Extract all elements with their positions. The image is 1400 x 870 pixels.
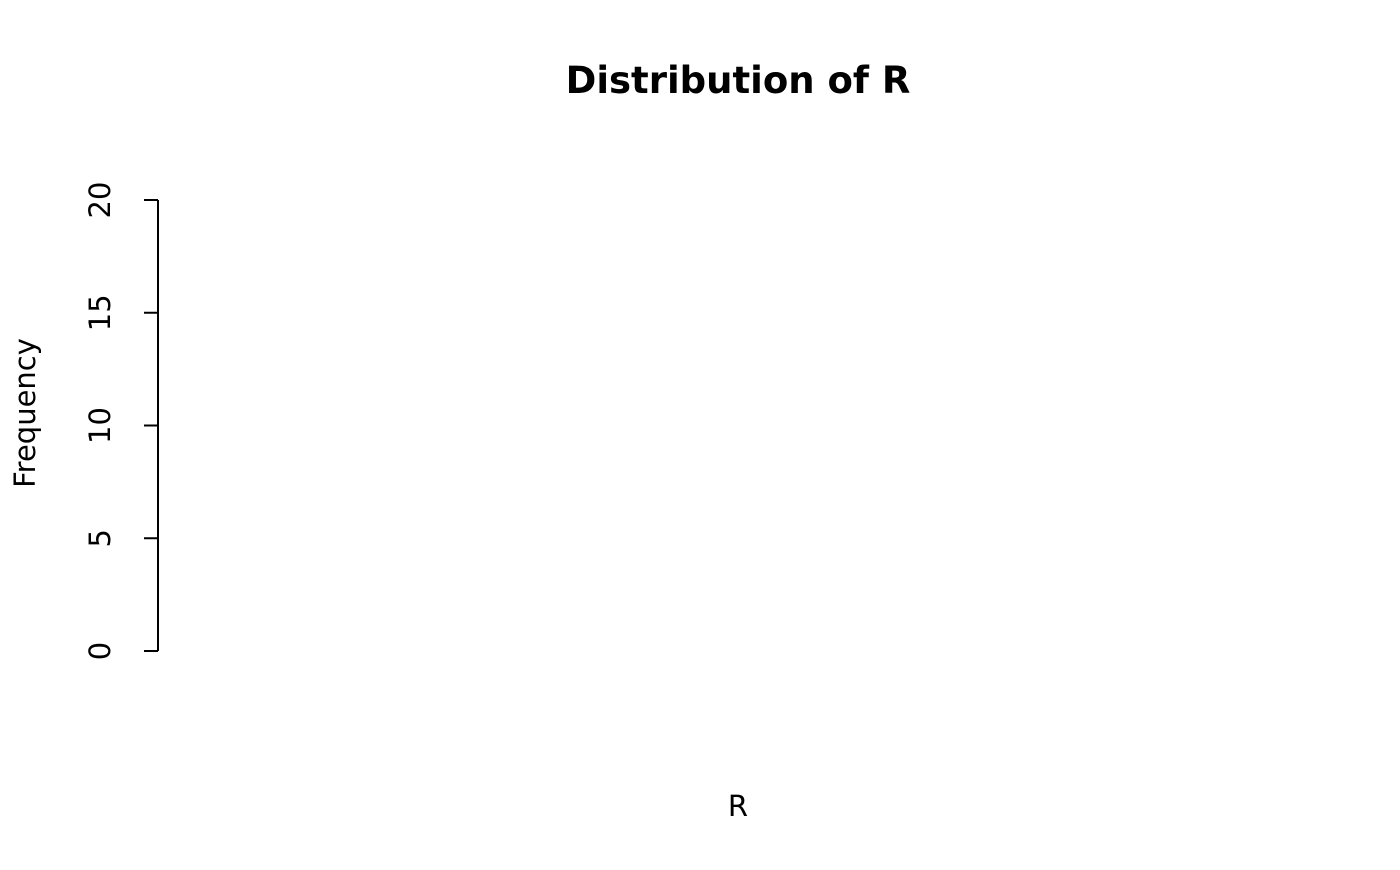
y-tick-label: 20 <box>83 182 117 219</box>
y-axis: 0 5 10 15 20 <box>83 182 159 660</box>
x-axis-label: R <box>728 789 748 823</box>
y-tick-label: 5 <box>83 529 117 547</box>
y-tick-label: 10 <box>83 407 117 444</box>
y-axis-label: Frequency <box>8 338 42 488</box>
chart-title: Distribution of R <box>566 59 911 102</box>
y-tick-label: 15 <box>83 294 117 331</box>
y-tick-label: 0 <box>83 642 117 660</box>
